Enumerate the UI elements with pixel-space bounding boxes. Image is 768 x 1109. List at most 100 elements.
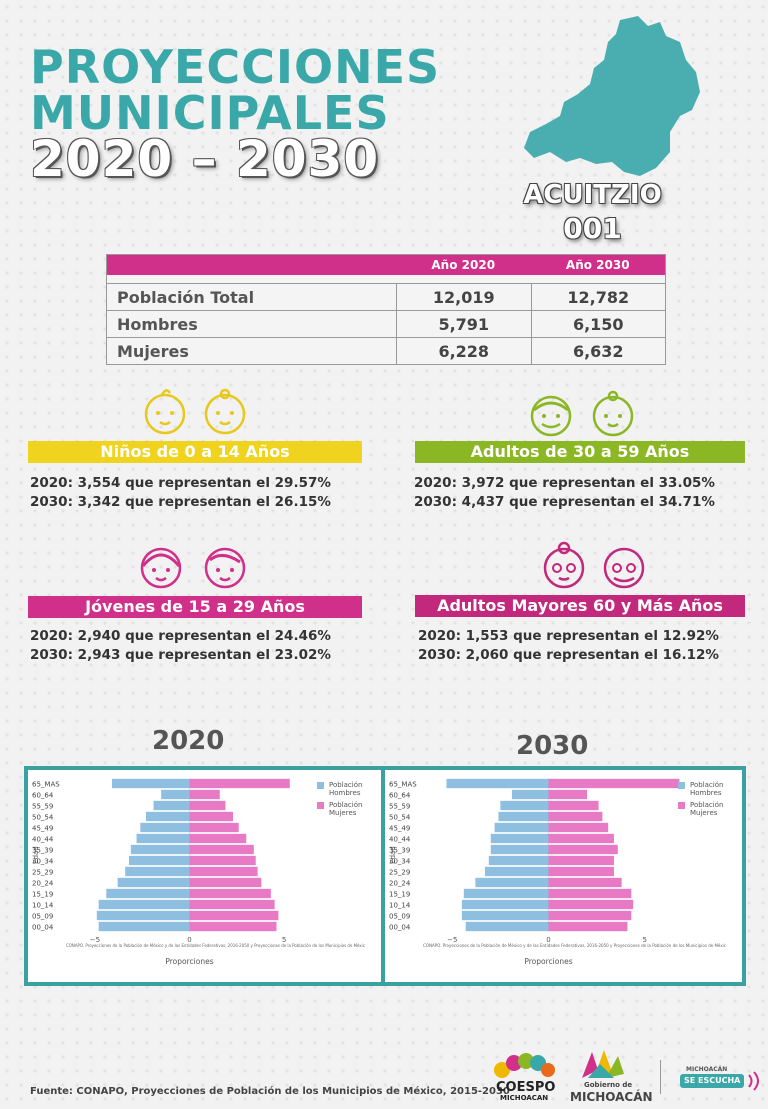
source-note: CONAPO. Proyecciones de la Población de …	[423, 943, 726, 948]
band-jovenes: Jóvenes de 15 a 29 Años	[28, 596, 362, 618]
female-bar	[189, 877, 262, 888]
age-tick-label: 35_39	[32, 847, 53, 855]
x-tick-label: −5	[90, 936, 100, 944]
female-bar	[548, 811, 603, 822]
mayores-2020: 2020: 1,553 que representan el 12.92%	[418, 628, 719, 644]
male-bar	[490, 833, 549, 844]
jovenes-2020: 2020: 2,940 que representan el 24.46%	[30, 628, 331, 644]
male-bar	[145, 811, 190, 822]
legend-label: Hombres	[690, 789, 722, 797]
legend-label: Hombres	[329, 789, 361, 797]
female-bar	[189, 844, 254, 855]
male-bar	[446, 778, 549, 789]
male-bar	[463, 888, 549, 899]
male-bar	[111, 778, 190, 789]
male-bar	[461, 910, 549, 921]
young-woman-face-icon	[140, 547, 182, 589]
female-bar	[189, 811, 234, 822]
x-tick-label: 0	[187, 936, 191, 944]
male-bar	[161, 789, 190, 800]
table-row: Mujeres 6,228 6,632	[107, 337, 665, 364]
age-tick-label: 00_04	[32, 924, 54, 932]
female-bar	[548, 921, 628, 932]
female-bar	[548, 866, 614, 877]
gobierno-logo-text: MICHOACÁN	[570, 1090, 653, 1104]
age-tick-label: 65_MAS	[389, 781, 417, 789]
legend-label: Mujeres	[690, 809, 718, 817]
row-label: Mujeres	[117, 342, 189, 361]
jovenes-2030: 2030: 2,943 que representan el 23.02%	[30, 647, 331, 663]
col-2030-header: Año 2030	[565, 258, 630, 272]
population-table: Año 2020 Año 2030 Población Total 12,019…	[106, 254, 666, 365]
female-bar	[189, 822, 239, 833]
male-bar	[465, 921, 549, 932]
female-bar	[548, 789, 587, 800]
legend-label: Población	[329, 781, 362, 789]
male-bar	[500, 800, 549, 811]
michoacan-se-escucha-top: MICHOACÁN	[686, 1066, 728, 1073]
y-axis-label: Edad	[32, 846, 40, 864]
age-tick-label: 30_34	[389, 858, 411, 866]
female-bar	[548, 877, 622, 888]
legend-label: Población	[329, 801, 362, 809]
logo-separator	[660, 1060, 661, 1094]
age-tick-label: 45_49	[32, 825, 53, 833]
age-tick-label: 10_14	[389, 902, 411, 910]
age-tick-label: 05_09	[32, 913, 53, 921]
adult-woman-face-icon	[592, 390, 634, 437]
age-tick-label: 10_14	[32, 902, 54, 910]
male-bar	[98, 899, 190, 910]
age-tick-label: 20_24	[389, 880, 411, 888]
male-bar	[106, 888, 190, 899]
col-2020-header: Año 2020	[431, 258, 496, 272]
elder-man-face-icon	[603, 547, 645, 589]
female-bar	[548, 822, 609, 833]
male-bar	[125, 866, 190, 877]
female-bar	[548, 910, 632, 921]
age-tick-label: 30_34	[32, 858, 54, 866]
legend-swatch	[678, 782, 685, 789]
age-tick-label: 40_44	[389, 836, 411, 844]
legend-swatch	[678, 802, 685, 809]
band-adultos: Adultos de 30 a 59 Años	[415, 441, 745, 463]
age-tick-label: 25_29	[389, 869, 410, 877]
pyramid-divider	[381, 766, 385, 986]
male-bar	[490, 844, 549, 855]
row-label: Hombres	[117, 315, 198, 334]
row-value-2020: 6,228	[395, 338, 531, 364]
x-tick-label: 0	[546, 936, 550, 944]
female-bar	[548, 899, 634, 910]
mayores-2030: 2030: 2,060 que representan el 16.12%	[418, 647, 719, 663]
gobierno-logo-top: Gobierno de	[584, 1081, 633, 1089]
y-axis-label: Edad	[389, 846, 397, 864]
age-tick-label: 65_MAS	[32, 781, 60, 789]
baby-girl-face-icon	[204, 388, 246, 435]
sound-waves-icon	[748, 1071, 759, 1091]
baby-face-icon	[144, 389, 186, 435]
female-bar	[548, 778, 680, 789]
municipality-code: 001	[563, 212, 622, 245]
male-bar	[484, 866, 549, 877]
legend-swatch	[317, 782, 324, 789]
male-bar	[130, 844, 190, 855]
age-tick-label: 35_39	[389, 847, 410, 855]
table-row: Población Total 12,019 12,782	[107, 283, 665, 310]
female-bar	[189, 789, 220, 800]
row-value-2030: 12,782	[530, 284, 666, 310]
table-header: Año 2020 Año 2030	[107, 255, 665, 275]
age-tick-label: 15_19	[32, 891, 53, 899]
age-tick-label: 15_19	[389, 891, 410, 899]
male-bar	[498, 811, 549, 822]
male-bar	[98, 921, 190, 932]
age-tick-label: 60_64	[32, 792, 54, 800]
x-axis-label: Proporciones	[165, 957, 213, 966]
age-tick-label: 45_49	[389, 825, 410, 833]
coespo-logo-icon	[494, 1053, 555, 1078]
title-years: 2020 – 2030	[30, 130, 380, 188]
male-bar	[461, 899, 549, 910]
age-tick-label: 60_64	[389, 792, 411, 800]
female-bar	[189, 866, 258, 877]
age-tick-label: 20_24	[32, 880, 54, 888]
male-bar	[494, 822, 549, 833]
legend-label: Población	[690, 801, 723, 809]
